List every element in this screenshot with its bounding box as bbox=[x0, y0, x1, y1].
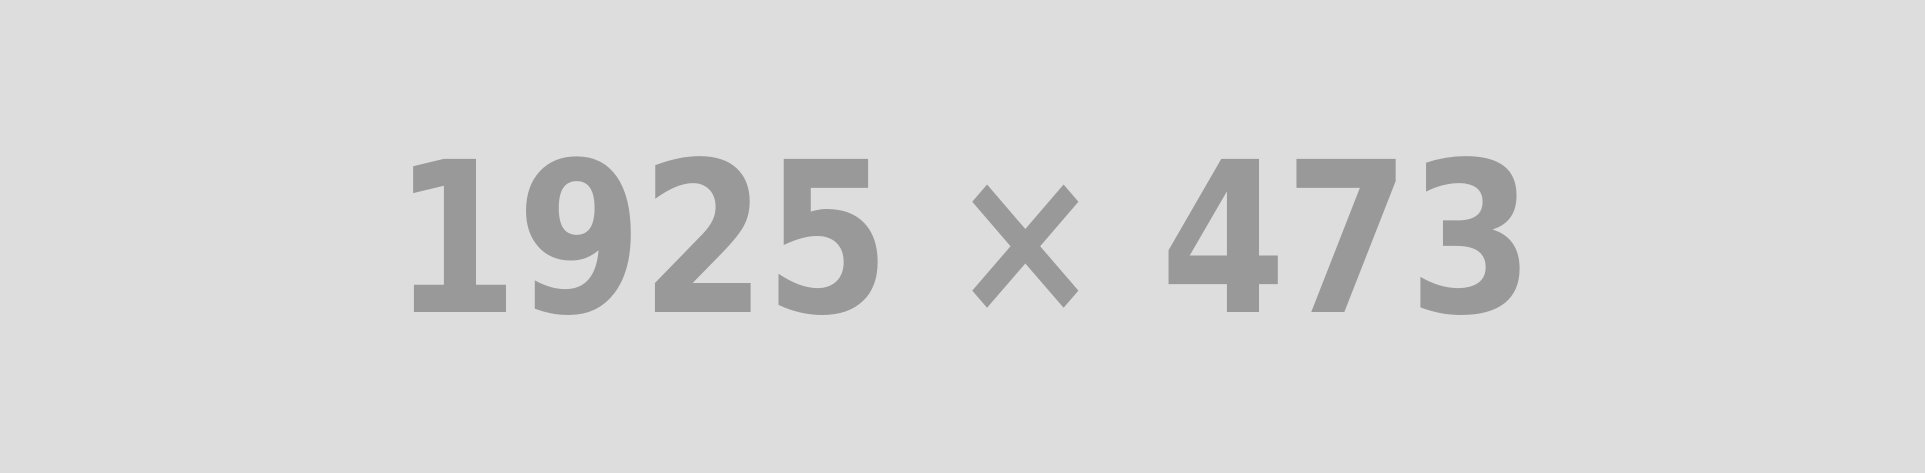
dimensions-label: 1925 × 473 bbox=[392, 116, 1534, 362]
